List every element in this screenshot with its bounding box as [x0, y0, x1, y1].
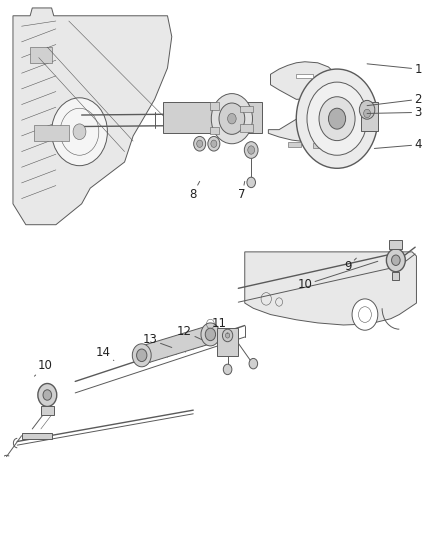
Text: 4: 4: [374, 138, 422, 151]
Circle shape: [43, 390, 52, 400]
Circle shape: [226, 333, 230, 338]
Polygon shape: [210, 126, 219, 134]
Polygon shape: [360, 102, 378, 131]
Polygon shape: [210, 102, 219, 110]
Circle shape: [248, 146, 254, 154]
Text: 9: 9: [344, 258, 357, 273]
Polygon shape: [21, 433, 52, 439]
Circle shape: [201, 323, 220, 346]
Circle shape: [307, 82, 367, 155]
Polygon shape: [30, 47, 52, 63]
Circle shape: [219, 103, 245, 134]
Circle shape: [137, 349, 147, 361]
Circle shape: [223, 364, 232, 375]
Circle shape: [73, 124, 86, 140]
Circle shape: [52, 98, 107, 166]
Polygon shape: [245, 252, 417, 325]
Polygon shape: [288, 142, 300, 148]
Circle shape: [319, 97, 355, 141]
Text: 2: 2: [367, 93, 422, 106]
Circle shape: [296, 69, 378, 168]
Polygon shape: [240, 124, 253, 132]
Polygon shape: [392, 272, 399, 280]
Text: 14: 14: [95, 346, 114, 360]
Text: 1: 1: [367, 62, 422, 76]
Polygon shape: [35, 125, 69, 141]
Circle shape: [328, 108, 346, 129]
Circle shape: [244, 142, 258, 158]
Polygon shape: [13, 8, 172, 225]
Text: 10: 10: [35, 359, 53, 376]
Text: 11: 11: [212, 318, 228, 333]
Polygon shape: [389, 240, 402, 249]
Circle shape: [359, 100, 375, 119]
Text: 8: 8: [189, 181, 200, 201]
Text: 10: 10: [297, 261, 378, 291]
Circle shape: [208, 136, 220, 151]
Polygon shape: [296, 74, 314, 78]
Text: 12: 12: [177, 325, 202, 340]
Polygon shape: [314, 143, 326, 148]
Text: 7: 7: [238, 181, 246, 201]
Polygon shape: [142, 325, 210, 365]
Circle shape: [211, 94, 252, 144]
Circle shape: [392, 255, 400, 265]
Text: 13: 13: [143, 333, 172, 348]
Polygon shape: [217, 328, 238, 357]
Circle shape: [132, 344, 151, 367]
Polygon shape: [240, 106, 253, 112]
Circle shape: [247, 177, 255, 188]
Circle shape: [197, 140, 203, 148]
Circle shape: [205, 328, 215, 341]
Circle shape: [228, 114, 236, 124]
Circle shape: [249, 358, 258, 369]
Text: 3: 3: [367, 106, 422, 119]
Circle shape: [211, 140, 217, 148]
Polygon shape: [271, 62, 339, 99]
Polygon shape: [268, 118, 352, 143]
Polygon shape: [41, 407, 54, 415]
Circle shape: [386, 249, 405, 272]
Circle shape: [194, 136, 206, 151]
Polygon shape: [163, 102, 262, 133]
Circle shape: [352, 299, 378, 330]
Circle shape: [38, 384, 57, 407]
Circle shape: [223, 329, 233, 342]
Circle shape: [364, 109, 371, 118]
